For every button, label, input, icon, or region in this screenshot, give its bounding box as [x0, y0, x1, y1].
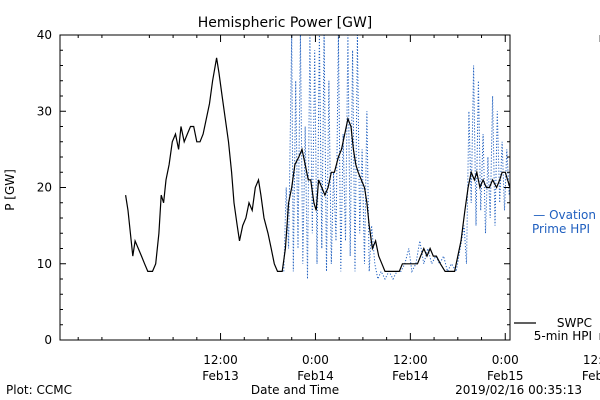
ovation-prime-series-line [283, 35, 510, 281]
y-tick-label: 30 [37, 104, 52, 118]
x-axis-ticks: 12:00 Feb13 0:00 Feb14 12:00 Feb14 0:00 Feb15 12… [77, 35, 600, 383]
y-tick-label: 10 [37, 257, 52, 271]
x-tick-date-label: Feb15 [582, 369, 600, 383]
x-tick-date-label: Feb14 [297, 369, 334, 383]
legend-ovation-label-line2: Prime HPI [532, 222, 590, 236]
legend-swpc-label-line1: SWPC [557, 316, 592, 330]
swpc-hpi-series-line [125, 57, 510, 272]
plot-credit: Plot: CCMC [6, 383, 72, 397]
chart-title: Hemispheric Power [GW] [198, 15, 373, 31]
x-tick-time-label: 12:00 [203, 353, 238, 367]
plot-frame [59, 34, 511, 341]
y-axis-label: P [GW] [3, 169, 17, 211]
legend-ovation-label-line1: — Ovation [533, 208, 596, 222]
x-tick-time-label: 12:00 [583, 353, 600, 367]
x-tick-time-label: 12:00 [393, 353, 428, 367]
x-tick-date-label: Feb14 [392, 369, 429, 383]
y-tick-label: 20 [37, 181, 52, 195]
legend-swpc-label-line2: 5-min HPI [534, 329, 592, 343]
x-tick-date-label: Feb13 [202, 369, 239, 383]
y-tick-label: 40 [37, 28, 52, 42]
plot-timestamp: 2019/02/16 00:35:13 [455, 383, 582, 397]
y-axis-ticks: 0 10 20 30 40 [37, 28, 510, 347]
x-tick-time-label: 0:00 [492, 353, 519, 367]
y-tick-label: 0 [44, 333, 52, 347]
x-tick-date-label: Feb15 [487, 369, 524, 383]
x-axis-label: Date and Time [251, 383, 339, 397]
series-layer [125, 35, 510, 281]
x-tick-time-label: 0:00 [302, 353, 329, 367]
